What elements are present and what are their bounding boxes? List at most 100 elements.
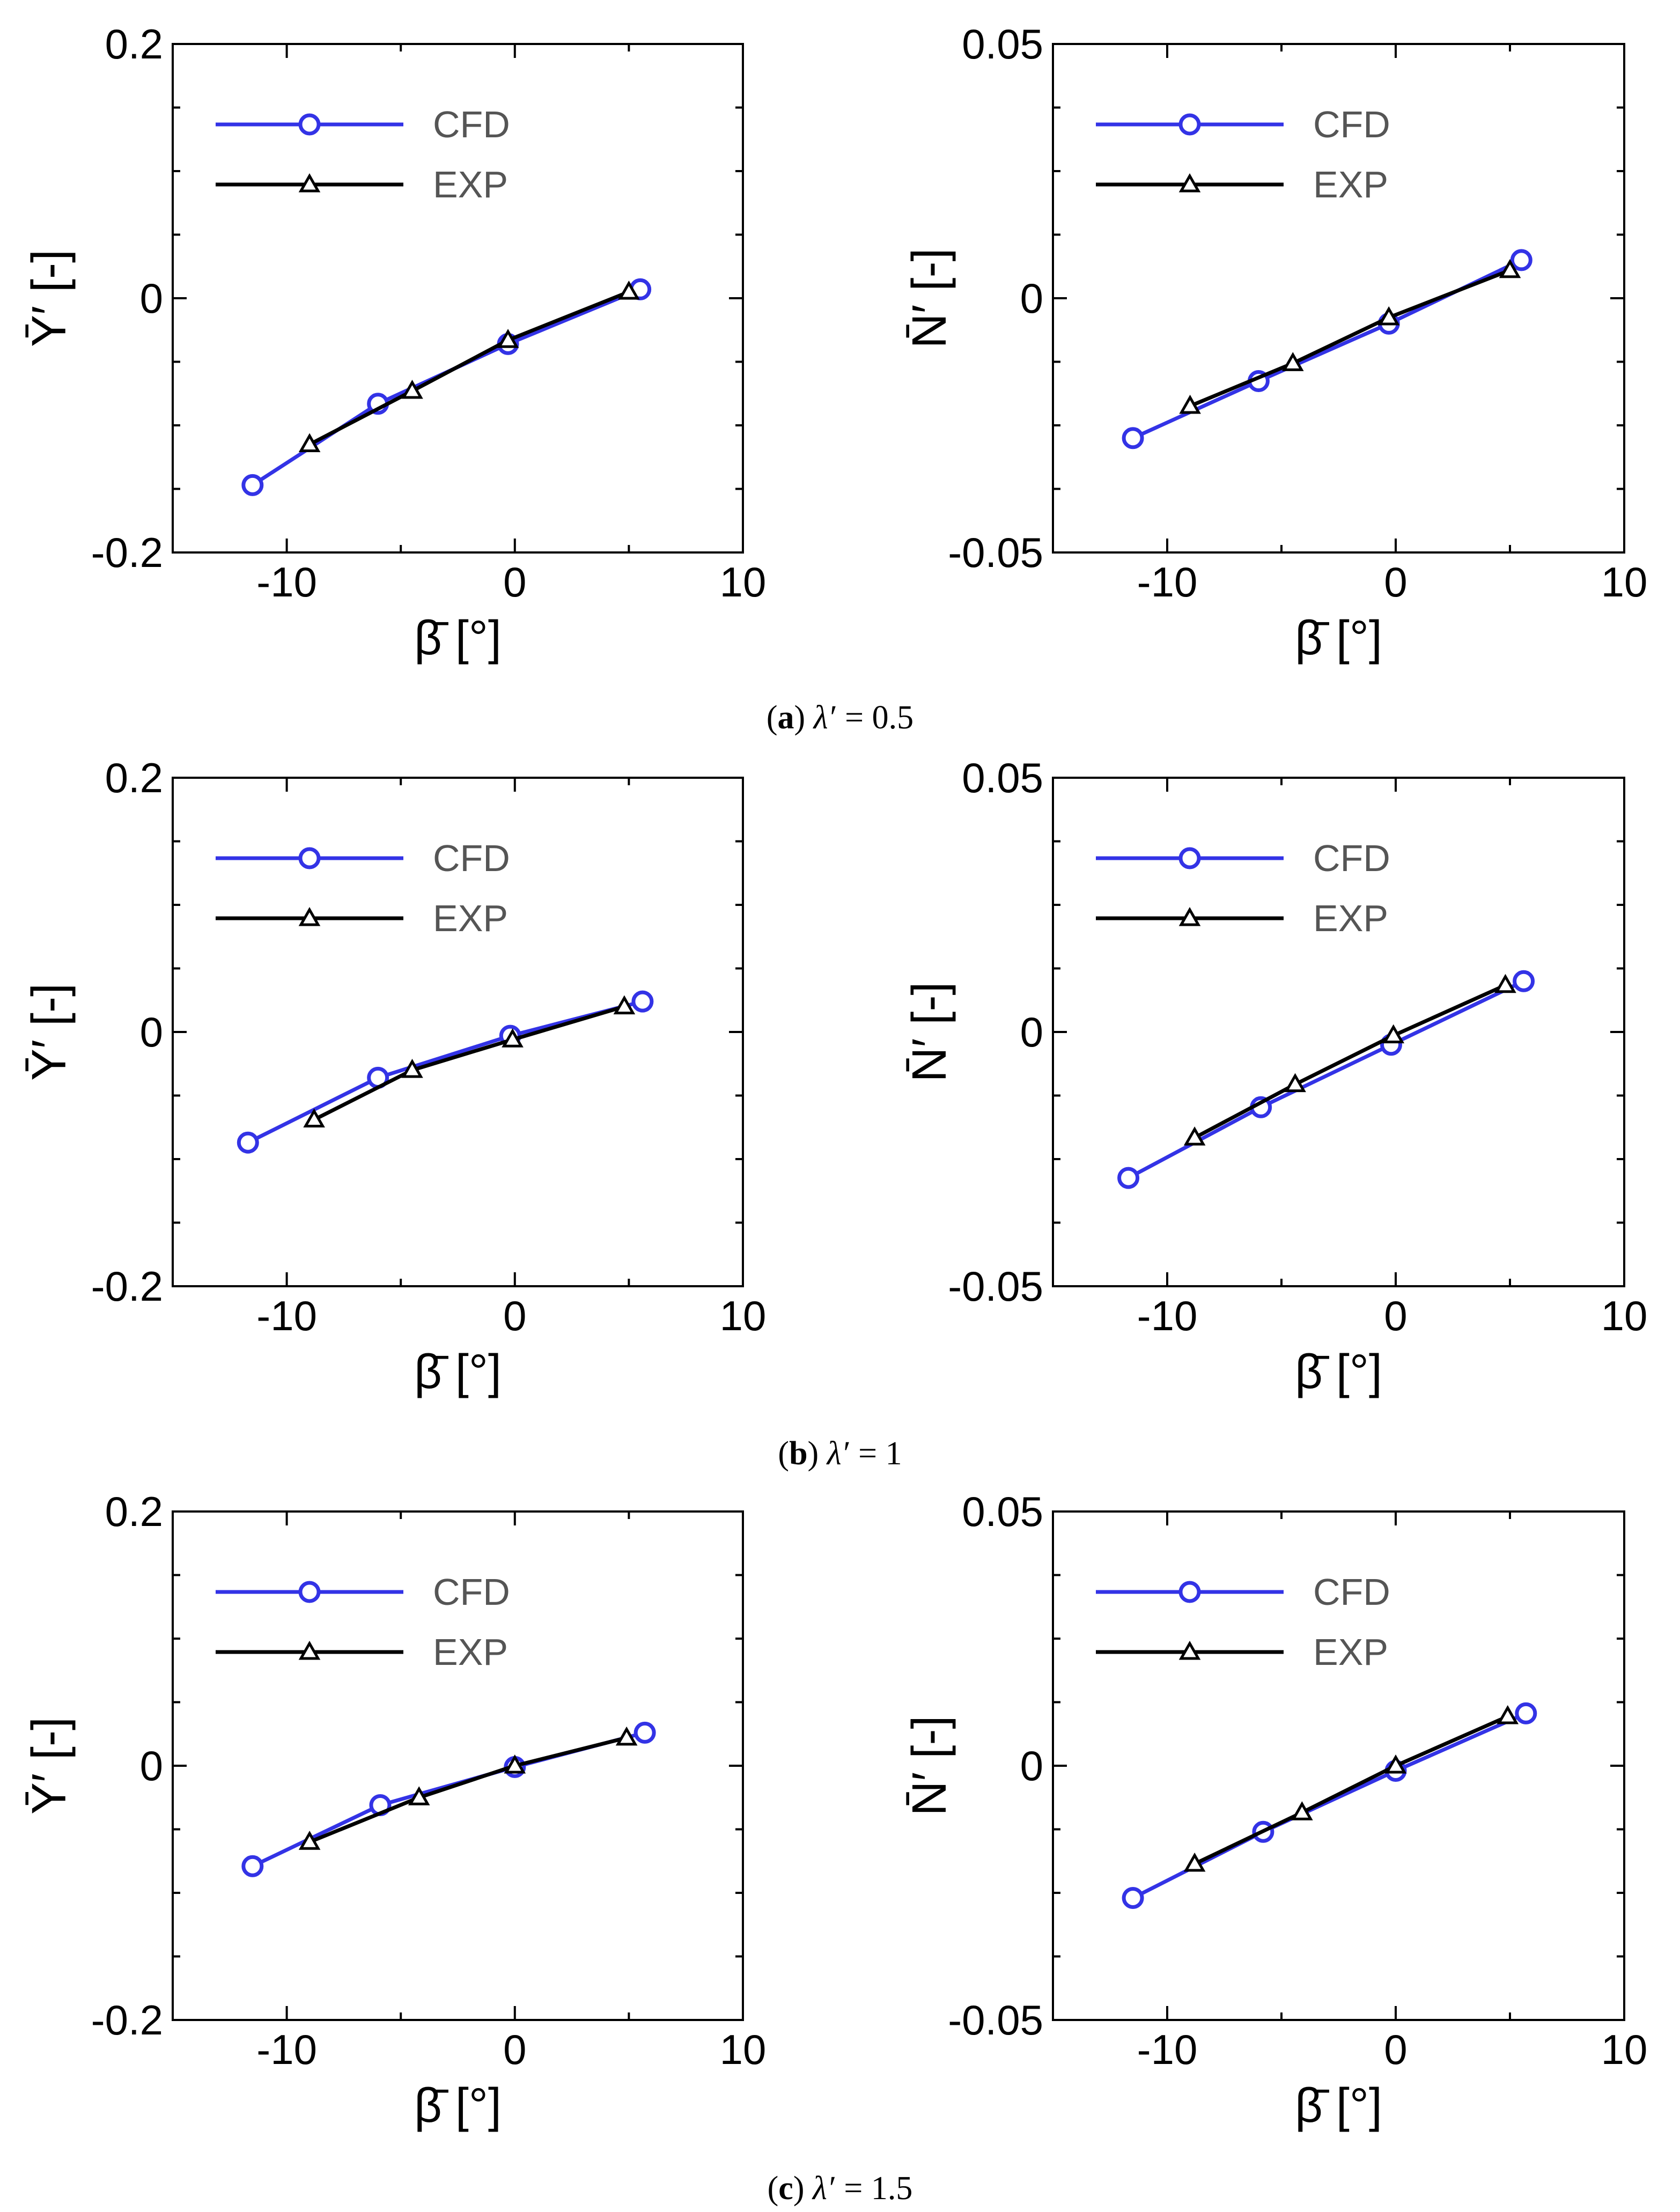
legend-c-right: CFD EXP <box>1096 1571 1390 1673</box>
y-tick-label-c-right: 0 <box>1020 1742 1043 1789</box>
x-tick-label-a-left: 10 <box>720 558 767 606</box>
data-point-triangle <box>497 329 519 348</box>
caption-b-open-paren: ( <box>778 1435 789 1472</box>
panel-b-right: -10 0 10 -0.05 0 0.05 β̄ [°] N̄′ [-] CFD EXP <box>903 754 1647 1399</box>
legend-label-exp: EXP <box>433 1631 508 1673</box>
legend-marker-triangle <box>298 1640 321 1660</box>
legend-a-right: CFD EXP <box>1096 104 1390 205</box>
ticks-a-right <box>1052 43 1625 554</box>
y-tick-label-a-left: -0.2 <box>91 529 163 576</box>
ticks-b-right <box>1052 777 1625 1287</box>
data-point-circle <box>1122 1886 1144 1909</box>
y-tick-label-b-right: 0.05 <box>962 754 1043 801</box>
x-axis-label-c-left: β̄ [°] <box>414 2079 502 2133</box>
x-tick-label-c-left: -10 <box>256 2026 317 2073</box>
y-tick-label-c-left: 0.2 <box>105 1488 163 1535</box>
legend-label-exp: EXP <box>1313 1631 1388 1673</box>
y-axis-label-a-left: Ȳ′ [-] <box>23 249 76 347</box>
legend-marker-circle <box>298 1581 321 1603</box>
legend-marker-triangle <box>298 173 321 193</box>
data-point-triangle <box>298 433 321 453</box>
y-tick-label-a-right: -0.05 <box>948 529 1043 576</box>
x-axis-label-a-left: β̄ [°] <box>414 611 502 665</box>
y-tick-label-c-right: 0.05 <box>962 1488 1043 1535</box>
x-axis-label-a-right: β̄ [°] <box>1295 611 1382 665</box>
y-tick-label-c-left: -0.2 <box>91 1996 163 2044</box>
series-exp-b-right <box>1183 974 1516 1146</box>
caption-b-tag: b <box>789 1435 807 1472</box>
legend-marker-triangle <box>1178 173 1201 193</box>
x-axis-label-c-right: β̄ [°] <box>1295 2079 1382 2133</box>
legend-marker-triangle <box>298 906 321 926</box>
x-tick-label-b-right: -10 <box>1137 1292 1198 1339</box>
data-point-circle <box>241 474 264 496</box>
series-line-exp <box>313 1005 625 1122</box>
x-tick-label-a-left: 0 <box>503 558 526 606</box>
series-line-exp <box>308 290 630 446</box>
y-tick-label-a-right: 0.05 <box>962 20 1043 68</box>
series-exp-b-left <box>303 995 636 1128</box>
x-tick-label-c-right: 10 <box>1601 2026 1648 2073</box>
y-tick-label-a-right: 0 <box>1020 275 1043 322</box>
x-tick-label-c-right: 0 <box>1384 2026 1407 2073</box>
ticks-b-left <box>172 777 744 1287</box>
data-point-triangle <box>618 281 640 300</box>
caption-c-value: = 1.5 <box>844 2170 912 2207</box>
x-tick-label-a-right: -10 <box>1137 558 1198 606</box>
y-tick-label-b-left: -0.2 <box>91 1263 163 1310</box>
panel-b-left: -10 0 10 -0.2 0 0.2 β̄ [°] Ȳ′ [-] CFD EXP <box>23 754 766 1399</box>
series-exp-a-left <box>298 281 640 453</box>
y-axis-label-b-left: Ȳ′ [-] <box>23 983 76 1081</box>
data-point-triangle <box>1179 394 1201 414</box>
legend-label-cfd: CFD <box>433 1571 510 1613</box>
x-tick-label-a-right: 0 <box>1384 558 1407 606</box>
data-point-triangle <box>1494 974 1516 993</box>
y-tick-label-c-right: -0.05 <box>948 1996 1043 2044</box>
caption-a-close-paren: ) <box>794 699 814 736</box>
legend-marker-circle <box>1178 847 1201 869</box>
y-axis-label-c-right: N̄′ [-] <box>903 1716 956 1816</box>
caption-b-value: = 1 <box>858 1435 902 1472</box>
data-point-triangle <box>1291 1801 1313 1820</box>
x-tick-label-c-left: 10 <box>720 2026 767 2073</box>
legend-b-left: CFD EXP <box>216 837 510 939</box>
series-line-exp <box>1193 1714 1509 1866</box>
captions-layer: (a) λ′ = 0.5 (b) λ′ = 1 (c) λ′ = 1.5 <box>767 699 913 2207</box>
y-tick-label-b-left: 0 <box>140 1008 163 1056</box>
legend-marker-circle <box>298 113 321 136</box>
x-tick-label-b-left: 10 <box>720 1292 767 1339</box>
legend-label-cfd: CFD <box>1313 104 1390 145</box>
legend-label-exp: EXP <box>433 164 508 205</box>
legend-label-cfd: CFD <box>1313 837 1390 879</box>
data-point-triangle <box>1183 1126 1206 1146</box>
x-tick-label-a-left: -10 <box>256 558 317 606</box>
x-tick-label-b-left: 0 <box>503 1292 526 1339</box>
panel-a-right: -10 0 10 -0.05 0 0.05 β̄ [°] N̄′ [-] CFD EXP <box>903 20 1647 665</box>
panel-a-left: -10 0 10 -0.2 0 0.2 β̄ [°] Ȳ′ [-] CFD EXP <box>23 20 766 665</box>
y-tick-label-a-left: 0.2 <box>105 20 163 68</box>
y-tick-label-a-left: 0 <box>140 275 163 322</box>
data-point-triangle <box>1183 1852 1206 1872</box>
data-point-circle <box>1515 1702 1537 1724</box>
data-point-triangle <box>401 379 423 399</box>
data-point-circle <box>237 1131 259 1154</box>
x-tick-label-c-left: 0 <box>503 2026 526 2073</box>
legend-marker-circle <box>1178 113 1201 136</box>
caption-b: (b) λ′ = 1 <box>778 1435 902 1472</box>
legend-label-exp: EXP <box>1313 164 1388 205</box>
panels-layer: -10 0 10 -0.2 0 0.2 β̄ [°] Ȳ′ [-] CFD EXP -10 0 10 -0… <box>23 20 1647 2133</box>
series-exp-a-right <box>1179 259 1521 414</box>
data-point-circle <box>631 990 654 1013</box>
x-tick-label-b-left: -10 <box>256 1292 317 1339</box>
ticks-c-right <box>1052 1510 1625 2021</box>
data-point-triangle <box>1499 259 1521 278</box>
data-point-triangle <box>1497 1705 1519 1724</box>
caption-a-open-paren: ( <box>767 699 778 736</box>
ticks-a-left <box>172 43 744 554</box>
caption-c-tag: c <box>778 2170 793 2207</box>
caption-c-close-paren: ) <box>793 2170 813 2207</box>
caption-a-tag: a <box>778 699 794 736</box>
data-point-triangle <box>1377 306 1400 326</box>
